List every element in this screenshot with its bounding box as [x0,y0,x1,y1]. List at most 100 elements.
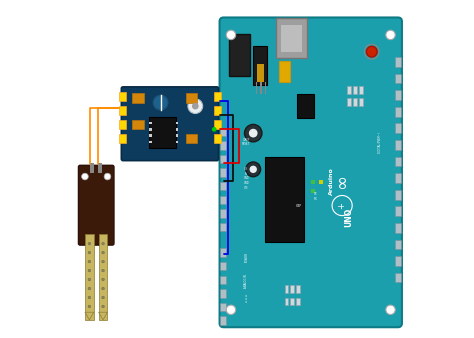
Bar [319,180,323,185]
Text: ICSP: ICSP [296,203,301,208]
Bar [220,223,226,231]
Bar [175,134,178,137]
Bar [119,120,126,129]
Circle shape [88,278,91,281]
Bar [132,94,144,103]
Text: ANALOG IN: ANALOG IN [244,274,248,288]
Bar [296,286,300,293]
Circle shape [192,103,199,110]
Circle shape [104,173,111,180]
Circle shape [188,99,203,114]
Circle shape [212,127,217,132]
Bar [149,134,152,137]
Circle shape [152,94,169,111]
Bar [265,157,304,242]
Bar [220,303,226,311]
Bar [175,128,178,131]
Bar [220,155,226,163]
Bar [395,273,401,283]
Polygon shape [85,312,94,320]
Circle shape [82,173,88,180]
Bar [297,94,314,118]
Circle shape [88,251,91,254]
Circle shape [386,30,395,40]
Bar [256,82,257,94]
Bar [395,123,401,133]
Circle shape [88,287,91,290]
Text: 3.3
5v
GND
GND
VIN: 3.3 5v GND GND VIN [244,167,249,190]
Bar [119,134,126,143]
Bar [284,297,289,305]
Bar [359,98,363,106]
Bar [284,286,289,293]
FancyBboxPatch shape [121,87,219,161]
Bar [220,141,226,150]
Bar [359,87,363,94]
Bar [220,209,226,218]
Bar [395,207,401,216]
Bar [149,122,152,124]
Bar [347,87,351,94]
Bar [214,134,221,143]
Text: UNO: UNO [345,208,354,227]
Bar [220,248,226,257]
Bar [214,92,221,101]
Circle shape [249,166,257,173]
Bar [395,256,401,266]
Bar [220,275,226,284]
Bar [311,180,315,185]
Circle shape [102,242,104,245]
Bar [353,98,357,106]
Bar [395,74,401,83]
Bar [229,33,250,76]
Circle shape [226,305,236,314]
Circle shape [102,278,104,281]
Circle shape [246,162,261,177]
Bar [395,140,401,150]
Bar [220,182,226,190]
Bar [395,240,401,249]
Bar [395,190,401,199]
Bar [119,106,126,115]
Circle shape [366,46,377,57]
Bar [281,25,302,52]
Bar [132,120,144,129]
Circle shape [102,287,104,290]
Bar [279,61,290,82]
Bar [264,82,266,94]
Bar [347,98,351,106]
Text: DIGITAL (PWM~): DIGITAL (PWM~) [378,132,383,152]
Bar [276,19,307,58]
Bar [353,87,357,94]
Polygon shape [99,312,108,320]
Bar [291,286,294,293]
Text: IOREF
RESET: IOREF RESET [242,138,250,146]
Bar [257,64,264,82]
Bar [253,46,267,85]
Circle shape [154,96,167,109]
Bar [291,297,294,305]
Circle shape [102,305,104,308]
Circle shape [245,124,262,142]
Bar [395,90,401,100]
Bar [220,289,226,297]
Bar [296,297,300,305]
Bar [186,134,197,143]
Text: ∞: ∞ [333,174,351,189]
Circle shape [88,296,91,299]
Bar [220,316,226,325]
Text: Arduino: Arduino [329,168,334,195]
Circle shape [88,242,91,245]
Bar [119,92,126,101]
Bar [395,223,401,233]
Circle shape [102,296,104,299]
Bar [175,141,178,143]
FancyBboxPatch shape [219,18,402,327]
Bar [220,128,226,136]
Circle shape [102,269,104,272]
Bar [220,196,226,204]
Bar [175,122,178,124]
Circle shape [386,305,395,314]
Circle shape [88,305,91,308]
Bar [149,128,152,131]
